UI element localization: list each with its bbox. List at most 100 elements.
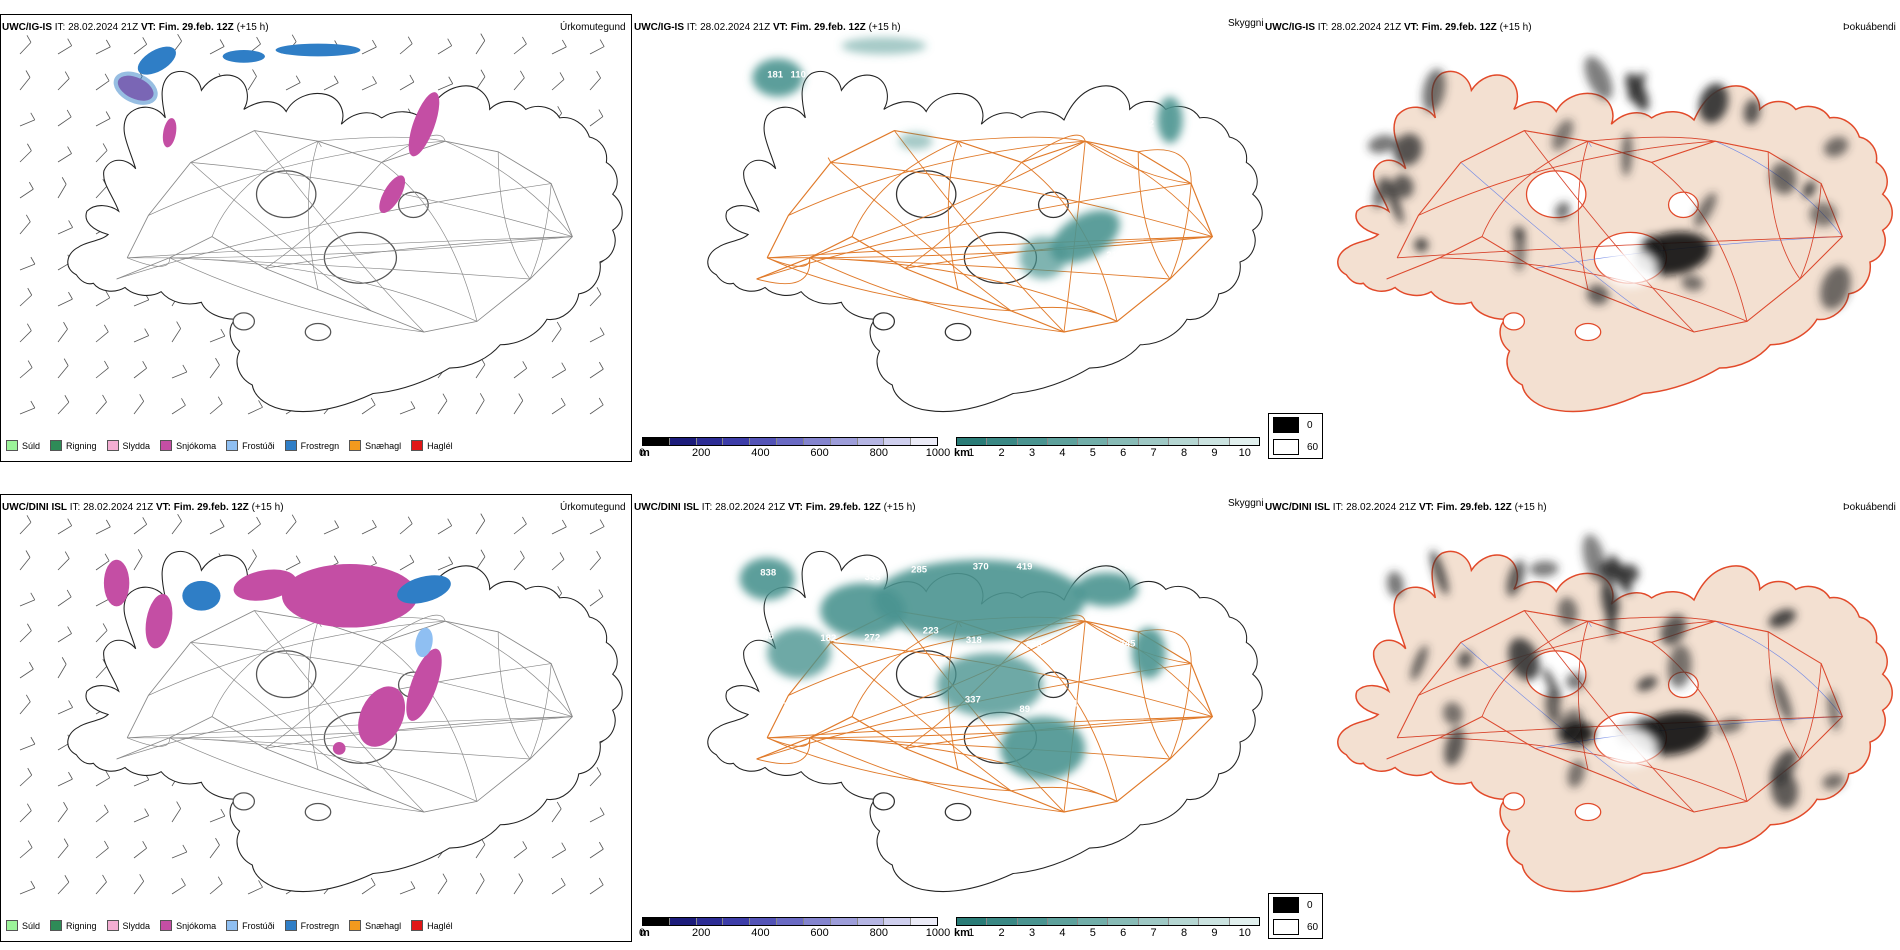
legend-label: Snjókoma: [176, 440, 217, 451]
legend-label: Slydda: [122, 440, 151, 451]
vt-value: Fim. 29.feb. 12Z: [805, 502, 881, 513]
road: [1651, 642, 1748, 802]
precip-panel-row2: [0, 494, 632, 942]
road: [169, 737, 531, 760]
it-value: 28.02.2024 21Z: [1331, 22, 1402, 33]
road: [127, 716, 573, 739]
glacier-outline: [1525, 170, 1587, 219]
vt-value: Fim. 29.feb. 12Z: [173, 502, 249, 513]
glacier-outline: [323, 231, 398, 284]
fog-legend-swatch: [1273, 897, 1299, 913]
colorbar-tick: 3: [1028, 927, 1036, 939]
fog-legend-row: 60: [1269, 436, 1322, 458]
precip-panel-row1: [0, 14, 632, 462]
colorbar-tick: 10: [1238, 927, 1251, 939]
colorbar-cell: [777, 918, 804, 925]
road: [1439, 257, 1748, 322]
legend-item-3: Snjókoma: [160, 440, 216, 451]
fog-cell: [1567, 759, 1585, 788]
panel-title-precip-row1: Úrkomutegund: [560, 22, 626, 33]
panel-title-fog-row1: Þokuábendi: [1843, 22, 1896, 33]
road: [1577, 141, 1589, 290]
visibility-value-label: 318: [966, 635, 982, 646]
road: [1010, 786, 1118, 802]
fog-cell: [1422, 68, 1446, 113]
legend-item-4: Frostúði: [226, 440, 275, 451]
snow-area: [162, 118, 177, 148]
road: [756, 737, 811, 765]
colorbar-tick: 1000: [925, 927, 951, 939]
visibility-labels: 838 619 333 285 370 419 775 207 145 182 272 223 318 6…: [758, 561, 1140, 715]
fog-cell: [1554, 201, 1571, 220]
road: [788, 140, 1086, 216]
colorbar-tick: 9: [1211, 927, 1218, 939]
road: [529, 183, 552, 280]
colorbar-cell: [750, 438, 778, 445]
header-row2-fog: UWC/DINI ISL IT: 28.02.2024 21Z VT: Fim.…: [1265, 502, 1547, 513]
low-visibility-fields: [739, 557, 1166, 781]
fog-cell: [1694, 192, 1717, 228]
fog-cell: [1667, 644, 1692, 689]
fog-cell: [1743, 98, 1761, 125]
colorbar-cell: [1017, 438, 1048, 445]
road: [827, 157, 832, 163]
visibility-value-label: 151: [1063, 698, 1080, 709]
vis-field: [1019, 236, 1067, 279]
vt-label: VT:: [1403, 22, 1419, 33]
road: [445, 140, 573, 237]
road: [767, 737, 1012, 792]
it-value: 28.02.2024 21Z: [700, 22, 771, 33]
colorbar-tick: 1: [968, 927, 975, 939]
legend-label: Snæhagl: [365, 440, 402, 451]
iceland-fog: [1337, 56, 1893, 413]
colorbar-cell: [669, 438, 697, 445]
colorbar-tick: 400: [751, 447, 770, 459]
colorbar-cell: [830, 918, 858, 925]
vis-field: [873, 559, 1086, 641]
legend-swatch: [106, 920, 119, 931]
vis-field: [1074, 572, 1139, 607]
legend-label: Frostregn: [300, 440, 340, 451]
visibility-value-label: 784: [810, 701, 827, 712]
road: [529, 663, 552, 760]
visibility-value-label: 207: [1125, 561, 1141, 572]
fog-cell: [1771, 770, 1799, 809]
road: [190, 162, 573, 237]
legend-swatch: [6, 920, 18, 931]
colorbar-cell: [1169, 918, 1200, 925]
visibility-value-label: 182: [820, 633, 836, 644]
road: [190, 642, 372, 792]
colorbar-tick: 6: [1120, 927, 1127, 939]
fog-cell: [1430, 550, 1449, 596]
colorbar-cell: [1108, 438, 1139, 445]
colorbar-cell: [1138, 918, 1170, 925]
legend-swatch: [349, 440, 362, 451]
road: [1138, 149, 1192, 184]
vt-label: VT:: [787, 502, 803, 513]
colorbar-cell: [1017, 918, 1048, 925]
fog-legend-row1: 0 60: [1268, 413, 1324, 459]
colorbar-cell: [696, 438, 724, 445]
legend-item-7: Haglél: [411, 920, 453, 931]
fog-cell: [1513, 228, 1526, 272]
vt-label: VT:: [140, 22, 156, 33]
colorbar-cell: [669, 918, 697, 925]
fog-legend-label: 0: [1307, 899, 1313, 911]
panel-title-visibility-row1: Skyggni: [1228, 18, 1264, 29]
header-row1-visibility: UWC/IG-IS IT: 28.02.2024 21Z VT: Fim. 29…: [634, 22, 901, 33]
it-value: 28.02.2024 21Z: [83, 502, 154, 513]
header-row1-precip: UWC/IG-IS IT: 28.02.2024 21Z VT: Fim. 29…: [2, 22, 269, 33]
glacier-outline: [895, 170, 957, 219]
colorbar-unit: m: [640, 927, 650, 939]
fog-cell: [1772, 677, 1793, 723]
road: [830, 162, 1012, 312]
iceland-fog: [1337, 534, 1893, 893]
vis-field: [1131, 627, 1166, 679]
snow-area: [358, 686, 406, 747]
colorbar-cell: [1229, 438, 1259, 445]
vt-label: VT:: [155, 502, 171, 513]
road: [1577, 621, 1589, 770]
vis-field: [1000, 716, 1086, 781]
road: [767, 257, 1012, 312]
colorbar-unit: km: [954, 927, 970, 939]
